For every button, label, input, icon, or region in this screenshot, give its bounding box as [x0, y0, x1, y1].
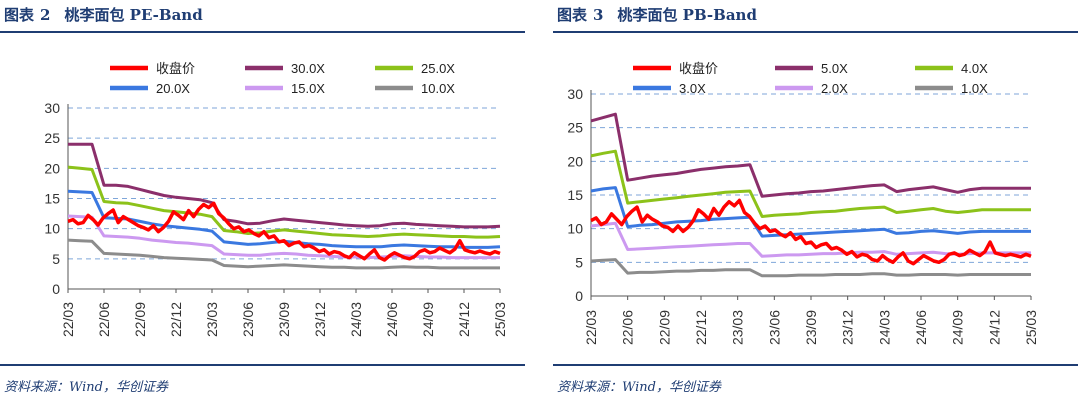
- series-line-3.0X: [590, 186, 1031, 238]
- y-tick-label: 30: [44, 100, 60, 116]
- source-note: 资料来源：Wind，华创证券: [557, 380, 721, 395]
- figure-title-text: 桃李面包 PE-Band: [64, 6, 203, 24]
- x-tick-label: 25/03: [1023, 310, 1039, 345]
- y-tick-label: 10: [44, 221, 60, 237]
- x-tick-label: 23/06: [766, 310, 782, 345]
- y-tick-label: 0: [575, 288, 583, 304]
- legend-label: 1.0X: [961, 81, 988, 96]
- source-rule: [0, 364, 525, 366]
- title-rule: [553, 31, 1078, 33]
- x-tick-label: 23/12: [840, 310, 856, 345]
- x-tick-label: 24/12: [456, 302, 472, 337]
- y-tick-label: 15: [44, 191, 60, 207]
- pe-band-figure: 图表 2 桃李面包 PE-Band 0 5 10 15 20 25 30 22/03 22/06 22…: [0, 0, 525, 411]
- series-line-收盘价: [67, 201, 501, 262]
- figure-title-number: 2: [40, 6, 51, 24]
- x-tick-label: 22/12: [168, 302, 184, 337]
- x-tick-label: 24/12: [986, 310, 1002, 345]
- source-note: 资料来源：Wind，华创证券: [4, 380, 168, 395]
- series-line-收盘价: [590, 198, 1032, 266]
- legend-label: 收盘价: [679, 61, 718, 76]
- y-tick-label: 10: [567, 221, 583, 237]
- y-tick-label: 25: [567, 120, 583, 136]
- x-tick-label: 23/09: [803, 310, 819, 345]
- x-tick-label: 22/09: [132, 302, 148, 337]
- series-line-15.0X: [67, 214, 500, 260]
- legend-label: 收盘价: [156, 61, 195, 76]
- figure-title-number: 3: [593, 6, 604, 24]
- x-tick-label: 24/06: [384, 302, 400, 337]
- legend-label: 25.0X: [421, 61, 455, 76]
- y-tick-label: 30: [567, 86, 583, 102]
- x-tick-label: 22/03: [583, 310, 599, 345]
- y-tick-label: 20: [567, 153, 583, 169]
- x-tick-label: 22/12: [693, 310, 709, 345]
- x-tick-label: 22/06: [620, 310, 636, 345]
- x-tick-label: 25/03: [492, 302, 508, 337]
- y-tick-label: 25: [44, 130, 60, 146]
- figure-title-text: 桃李面包 PB-Band: [617, 6, 757, 24]
- x-tick-label: 23/03: [204, 302, 220, 337]
- x-tick-label: 24/03: [348, 302, 364, 337]
- figure-title-prefix: 图表: [557, 6, 588, 24]
- legend-label: 3.0X: [679, 81, 706, 96]
- source-rule: [553, 364, 1078, 366]
- legend-label: 10.0X: [421, 81, 455, 96]
- y-tick-label: 0: [52, 281, 60, 297]
- figure-title: 图表 3 桃李面包 PB-Band: [557, 4, 757, 25]
- series-line-5.0X: [590, 112, 1031, 198]
- legend-label: 4.0X: [961, 61, 988, 76]
- figure-title-prefix: 图表: [4, 6, 35, 24]
- x-tick-label: 23/12: [312, 302, 328, 337]
- x-tick-label: 24/06: [913, 310, 929, 345]
- legend-label: 2.0X: [821, 81, 848, 96]
- legend-label: 30.0X: [291, 61, 325, 76]
- series-line-30.0X: [68, 142, 501, 229]
- series-line-4.0X: [590, 149, 1031, 218]
- x-tick-label: 23/06: [240, 302, 256, 337]
- x-tick-label: 22/09: [656, 310, 672, 345]
- legend-label: 5.0X: [821, 61, 848, 76]
- title-rule: [0, 31, 525, 33]
- y-tick-label: 15: [567, 187, 583, 203]
- x-tick-label: 22/06: [96, 302, 112, 337]
- y-tick-label: 5: [575, 254, 583, 270]
- pe-band-chart: 0 5 10 15 20 25 30 22/03 22/06 22/09 22/12 23/03 23/…: [44, 61, 508, 337]
- x-tick-label: 24/03: [876, 310, 892, 345]
- x-tick-label: 23/09: [276, 302, 292, 337]
- x-tick-label: 24/09: [420, 302, 436, 337]
- pb-band-chart: 0 5 10 15 20 25 30 22/03 22/06 22/09 22/12 23/03 23/…: [567, 61, 1039, 345]
- series-line-1.0X: [590, 258, 1031, 278]
- x-tick-label: 24/09: [950, 310, 966, 345]
- x-tick-label: 22/03: [60, 302, 76, 337]
- legend-label: 15.0X: [291, 81, 325, 96]
- y-tick-label: 5: [52, 251, 60, 267]
- legend-label: 20.0X: [156, 81, 190, 96]
- y-tick-label: 20: [44, 160, 60, 176]
- figure-title: 图表 2 桃李面包 PE-Band: [4, 4, 203, 25]
- series-line-25.0X: [67, 165, 501, 239]
- series-line-10.0X: [67, 238, 500, 270]
- pb-band-figure: 图表 3 桃李面包 PB-Band 0 5 10 15 20 25 30 22/03 22/06 22…: [553, 0, 1078, 411]
- x-tick-label: 23/03: [730, 310, 746, 345]
